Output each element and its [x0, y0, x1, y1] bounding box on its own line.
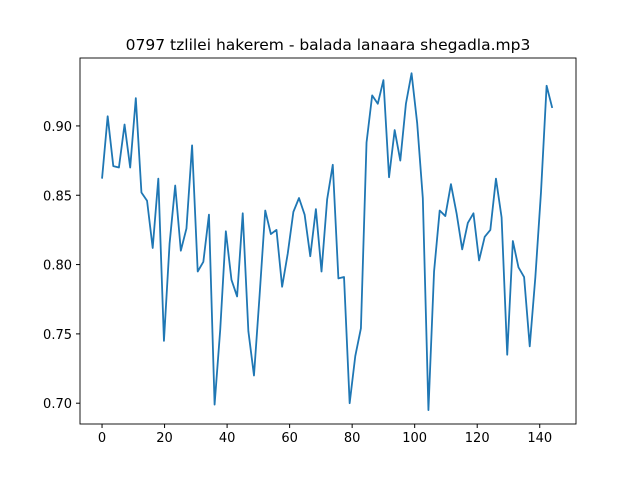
x-tick-label: 100 — [402, 431, 427, 446]
x-tick-label: 120 — [465, 431, 490, 446]
chart-title: 0797 tzlilei hakerem - balada lanaara sh… — [126, 36, 531, 54]
x-tick-label: 60 — [281, 431, 298, 446]
y-tick-label: 0.75 — [43, 328, 72, 343]
y-tick-label: 0.85 — [43, 189, 72, 204]
line-series — [101, 72, 554, 412]
x-tick-label: 40 — [219, 431, 236, 446]
y-tick-label: 0.80 — [43, 259, 72, 274]
y-tick-label: 0.70 — [43, 397, 72, 412]
x-tick-label: 0 — [98, 431, 106, 446]
axes-frame — [79, 57, 577, 425]
y-tick-label: 0.90 — [43, 120, 72, 135]
x-tick-label: 140 — [527, 431, 552, 446]
x-tick-label: 20 — [156, 431, 173, 446]
x-tick-label: 80 — [344, 431, 361, 446]
